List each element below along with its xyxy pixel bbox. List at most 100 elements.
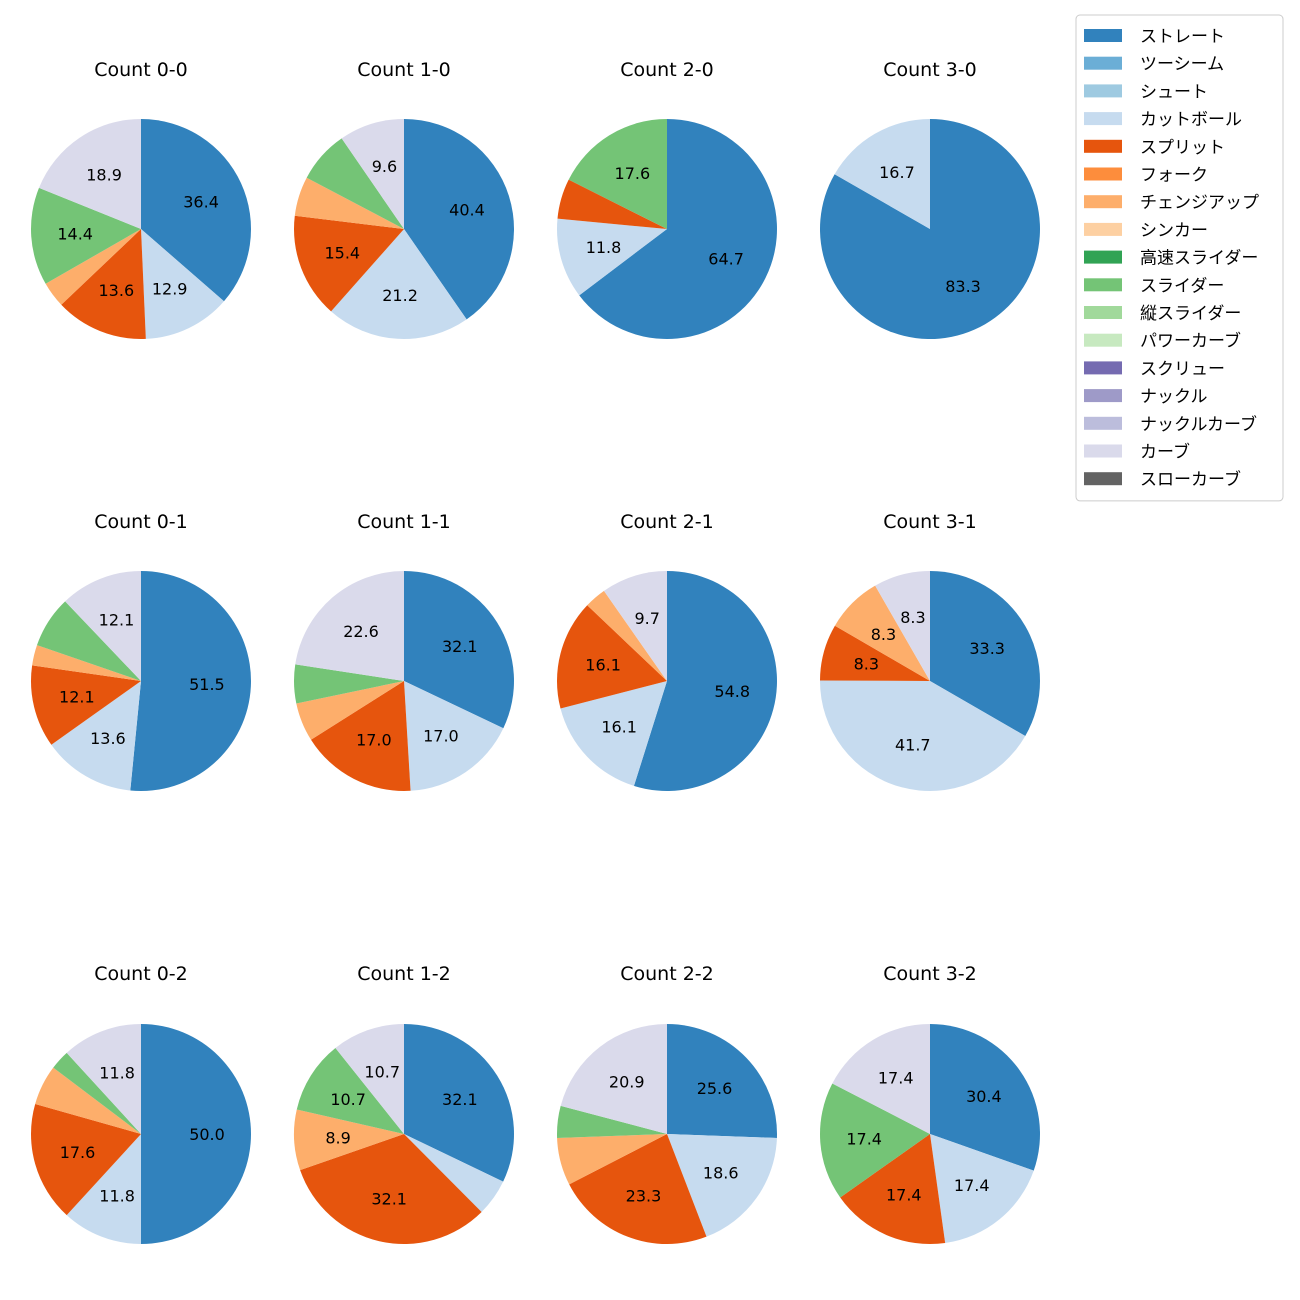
slice-label: 16.1 xyxy=(585,655,621,674)
pie-slice xyxy=(820,1083,930,1198)
legend-swatch xyxy=(1084,222,1122,236)
legend-swatch xyxy=(1084,195,1122,209)
slice-label: 25.6 xyxy=(697,1079,733,1098)
slice-label: 83.3 xyxy=(945,277,981,296)
legend-swatch xyxy=(1084,56,1122,70)
slice-label: 36.4 xyxy=(183,193,219,212)
pie-slice xyxy=(557,218,667,296)
legend-label: スライダー xyxy=(1140,276,1224,296)
pie-slice xyxy=(130,571,251,791)
pie-slice xyxy=(404,681,504,791)
legend-label: カーブ xyxy=(1140,442,1190,463)
slice-label: 8.3 xyxy=(900,608,925,627)
pie-chart: Count 1-0 40.4 21.2 15.4 9.6 xyxy=(294,59,514,339)
pie-slice xyxy=(310,681,411,791)
legend-swatch xyxy=(1084,84,1122,98)
pie-slice xyxy=(335,1024,404,1134)
pie-slice xyxy=(667,1024,777,1138)
pie-slice xyxy=(296,681,404,740)
slice-label: 8.9 xyxy=(325,1129,350,1148)
pie-chart: Count 1-2 32.1 32.1 8.9 10.7 10.7 xyxy=(294,963,514,1245)
pie-chart: Count 2-0 64.7 11.8 17.6 xyxy=(557,59,778,339)
legend-swatch xyxy=(1084,361,1122,375)
slice-label: 21.2 xyxy=(382,286,418,305)
pie-chart: Count 0-2 50.0 11.8 17.6 11.8 xyxy=(31,963,251,1244)
pie-slice xyxy=(557,1134,667,1185)
pie-slice xyxy=(560,681,667,786)
slice-label: 64.7 xyxy=(708,249,744,268)
legend-label: フォーク xyxy=(1140,166,1208,186)
pie-slice xyxy=(930,571,1040,736)
pie-title: Count 0-0 xyxy=(94,59,188,81)
pie-title: Count 1-2 xyxy=(357,963,451,985)
pie-slice xyxy=(66,1024,141,1134)
pie-chart: Count 3-2 30.4 17.4 17.4 17.4 17.4 xyxy=(820,963,1041,1244)
slice-label: 17.4 xyxy=(878,1069,914,1088)
slice-label: 22.6 xyxy=(343,622,379,641)
legend-swatch xyxy=(1084,472,1122,486)
pie-slice xyxy=(557,179,667,229)
slice-label: 54.8 xyxy=(714,682,750,701)
pie-title: Count 0-1 xyxy=(94,511,188,533)
pie-slice xyxy=(930,1024,1041,1171)
pie-slice xyxy=(31,665,141,745)
pie-slice xyxy=(36,601,141,681)
pie-slice xyxy=(633,571,778,791)
legend-label: パワーカーブ xyxy=(1140,331,1241,352)
slice-label: 13.6 xyxy=(90,729,126,748)
legend-swatch xyxy=(1084,306,1122,319)
pie-chart: Count 0-1 51.5 13.6 12.1 12.1 xyxy=(31,511,251,791)
legend-label: チェンジアップ xyxy=(1140,193,1259,213)
legend-label: スクリュー xyxy=(1140,359,1225,379)
legend-label: ツーシーム xyxy=(1140,55,1224,75)
legend-swatch xyxy=(1084,333,1122,347)
slice-label: 15.4 xyxy=(324,243,360,262)
slice-label: 17.4 xyxy=(954,1176,990,1195)
legend: ストレートツーシームシュートカットボールスプリットフォークチェンジアップシンカー… xyxy=(1075,14,1284,502)
slice-label: 50.0 xyxy=(189,1125,225,1144)
slice-label: 20.9 xyxy=(609,1073,645,1092)
legend-label: シンカー xyxy=(1140,221,1208,241)
legend-swatch xyxy=(1084,139,1122,153)
pie-title: Count 3-1 xyxy=(883,511,977,533)
pie-slice xyxy=(294,1109,404,1171)
pie-slice xyxy=(296,1047,404,1134)
pie-slice xyxy=(834,119,930,229)
pie-slice xyxy=(569,1134,707,1244)
pie-slice xyxy=(295,571,404,681)
legend-swatch xyxy=(1084,389,1122,403)
pie-slice xyxy=(141,119,251,302)
pie-slice xyxy=(568,119,667,229)
pie-slice xyxy=(66,1134,141,1244)
pie-chart: Count 2-1 54.8 16.1 16.1 9.7 xyxy=(557,511,778,791)
slice-label: 51.5 xyxy=(189,675,225,694)
slice-label: 10.7 xyxy=(364,1063,400,1082)
pie-slice xyxy=(31,187,141,284)
pies-group: Count 0-0 36.4 12.9 13.6 14.4 18.9 Count 1-0 40… xyxy=(31,59,1041,1245)
pie-slice xyxy=(53,1052,141,1134)
pie-slice xyxy=(557,605,667,709)
slice-label: 8.3 xyxy=(871,625,896,644)
pie-slice xyxy=(141,1024,251,1244)
slice-label: 12.1 xyxy=(99,611,135,630)
pie-chart: Count 0-0 36.4 12.9 13.6 14.4 18.9 xyxy=(31,59,251,339)
pie-slice xyxy=(32,645,141,681)
slice-label: 16.7 xyxy=(879,163,915,182)
slice-label: 40.4 xyxy=(449,200,485,219)
pie-slice xyxy=(341,119,404,229)
pie-slice xyxy=(65,571,141,681)
pie-title: Count 1-1 xyxy=(357,511,451,533)
slice-label: 18.9 xyxy=(86,165,122,184)
pie-slice xyxy=(61,229,146,339)
pie-slice xyxy=(834,585,930,681)
pie-slice xyxy=(404,119,514,320)
pie-slice xyxy=(404,570,515,729)
legend-swatch xyxy=(1084,250,1122,264)
legend-swatch xyxy=(1084,167,1122,181)
slice-label: 18.6 xyxy=(703,1163,739,1182)
pie-slice xyxy=(832,1024,930,1134)
pie-slice xyxy=(404,1024,514,1182)
pie-title: Count 2-0 xyxy=(620,59,714,81)
slice-label: 17.4 xyxy=(886,1186,922,1205)
